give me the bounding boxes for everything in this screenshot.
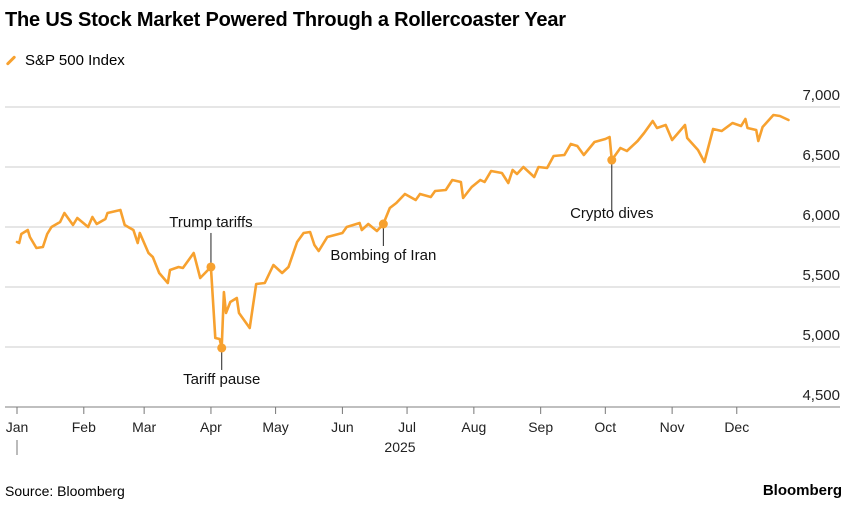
x-tick-label: Aug [461, 419, 486, 435]
x-tick-label: Apr [200, 419, 222, 435]
x-tick-label: May [262, 419, 288, 435]
x-tick-label: Sep [528, 419, 553, 435]
annotation-label: Tariff pause [183, 371, 260, 388]
chart-title: The US Stock Market Powered Through a Ro… [5, 9, 566, 31]
x-tick-label: Jul [398, 419, 416, 435]
y-tick-label: 7,000 [802, 87, 840, 104]
sp500-line [15, 113, 790, 350]
y-tick-label: 5,000 [802, 327, 840, 344]
x-tick-label: Dec [724, 419, 749, 435]
annotation-marker [217, 343, 227, 353]
source-note: Source: Bloomberg [5, 483, 125, 499]
x-tick-label: Oct [594, 419, 616, 435]
x-axis-title: 2025 [384, 439, 415, 455]
annotation-marker [206, 262, 216, 272]
x-tick-label: Feb [72, 419, 96, 435]
y-tick-label: 4,500 [802, 387, 840, 404]
x-tick-label: Nov [660, 419, 685, 435]
legend-label: S&P 500 Index [25, 52, 125, 69]
x-tick-label: Mar [132, 419, 156, 435]
annotation-marker [607, 155, 617, 165]
x-tick-label: Jan [6, 419, 29, 435]
y-tick-label: 5,500 [802, 267, 840, 284]
annotation-label: Bombing of Iran [330, 247, 436, 264]
legend: S&P 500 Index [5, 52, 125, 69]
y-tick-label: 6,500 [802, 147, 840, 164]
annotation-marker [378, 219, 388, 229]
annotation-label: Crypto dives [570, 205, 653, 222]
y-tick-label: 6,000 [802, 207, 840, 224]
x-tick-label: Jun [331, 419, 354, 435]
annotation-label: Trump tariffs [169, 214, 252, 231]
bloomberg-logo: Bloomberg [762, 482, 842, 499]
